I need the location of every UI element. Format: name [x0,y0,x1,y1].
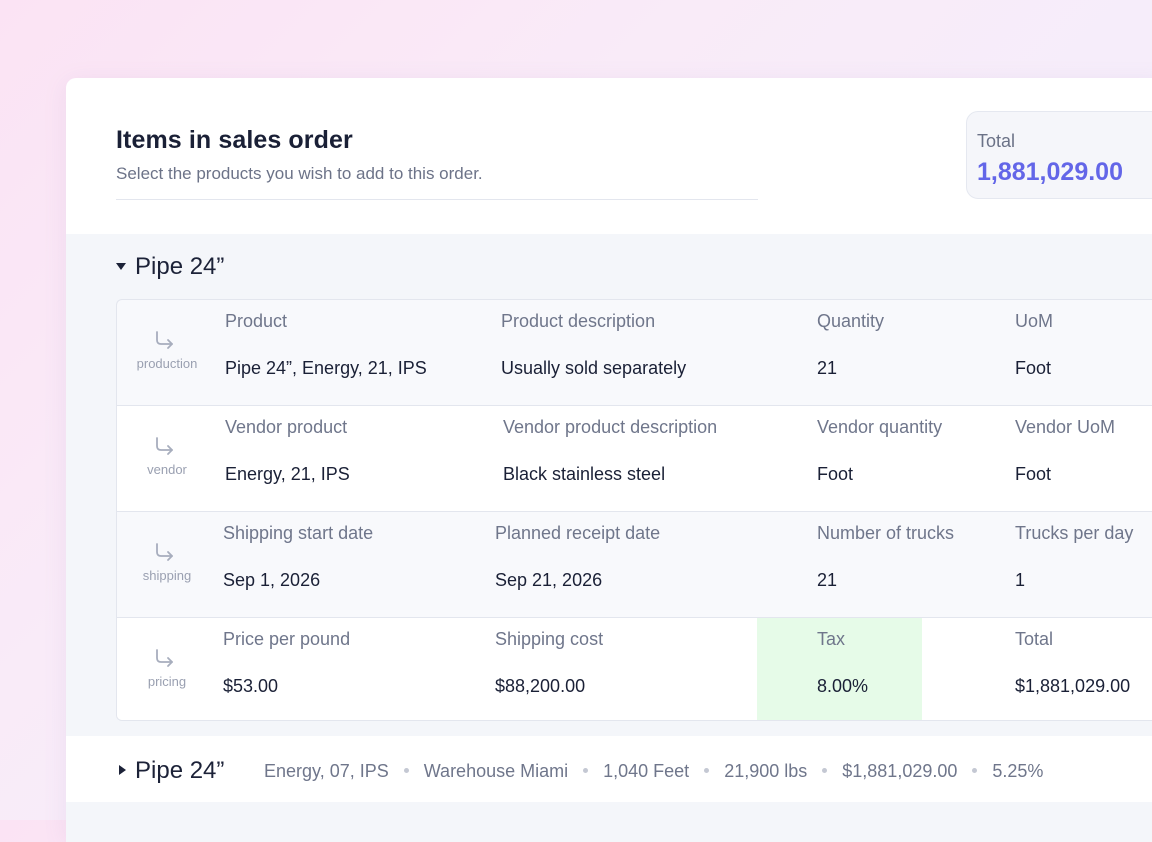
field-value: $53.00 [223,676,279,696]
item-group-expanded: Pipe 24” production Product Pipe 24”, En… [66,234,1152,736]
field-label: Number of trucks [817,523,955,543]
field-value: $1,881,029.00 [1015,676,1131,696]
field-label: Product [225,311,288,331]
field-value: Foot [817,464,854,484]
tax-cell[interactable]: Tax 8.00% [757,618,922,720]
field-value: Energy, 21, IPS [225,464,350,484]
page-subtitle: Select the products you wish to add to t… [116,164,483,183]
summary-vendor-product: Energy, 07, IPS [264,761,389,781]
separator-dot [972,768,978,774]
field-value: $88,200.00 [495,676,586,696]
field-value: 21 [817,570,838,590]
field-label: Vendor product [225,417,348,437]
summary-weight: 21,900 lbs [724,761,808,781]
header-divider [116,199,758,200]
field-value: Sep 21, 2026 [495,570,603,590]
row-tag-label: shipping [142,568,192,583]
field-label: Vendor UoM [1015,417,1116,437]
arrow-turn-down-right-icon [156,437,173,455]
detail-row-pricing: pricing Price per pound $53.00 Shipping … [117,618,1152,720]
caret-right-icon [119,765,126,775]
field-label: Product description [501,311,656,331]
detail-row-production: production Product Pipe 24”, Energy, 21,… [117,300,1152,406]
separator-dot [583,768,589,774]
order-total-label: Total [977,131,1016,151]
row-tag: production [117,300,217,404]
group-summary: Energy, 07, IPS Warehouse Miami 1,040 Feet… [264,761,1043,785]
summary-tax: 5.25% [992,761,1044,781]
field-value: 21 [817,358,838,378]
summary-quantity: 1,040 Feet [603,761,690,781]
group-title: Pipe 24” [135,253,225,280]
row-tag: pricing [117,618,217,720]
row-tag-label: vendor [147,462,187,477]
field-label: Shipping start date [223,523,374,543]
field-label: Price per pound [223,629,351,649]
field-label: Vendor quantity [817,417,943,437]
field-label: Total [1015,629,1054,649]
arrow-turn-down-right-icon [156,331,173,349]
field-label: Shipping cost [495,629,604,649]
detail-row-vendor: vendor Vendor product Energy, 21, IPS Ve… [117,406,1152,512]
field-value: 8.00% [817,676,869,696]
field-value: Foot [1015,464,1052,484]
page-title: Items in sales order [116,126,353,154]
field-label: Vendor product description [503,417,718,437]
field-value: Pipe 24”, Energy, 21, IPS [225,358,427,378]
order-total-box: Total 1,881,029.00 [966,111,1152,199]
next-group-band [66,802,1152,842]
field-label: Planned receipt date [495,523,661,543]
item-group-collapsed[interactable]: Pipe 24” Energy, 07, IPS Warehouse Miami 1… [66,738,1152,802]
summary-warehouse: Warehouse Miami [423,761,569,781]
row-tag: vendor [117,406,217,510]
arrow-turn-down-right-icon [156,649,173,667]
item-detail-table: production Product Pipe 24”, Energy, 21,… [116,299,1152,721]
separator-dot [403,768,409,774]
row-tag: shipping [117,512,217,616]
field-label: Trucks per day [1015,523,1134,543]
summary-total: $1,881,029.00 [842,761,958,781]
sales-order-card: Items in sales order Select the products… [66,78,1152,842]
row-tag-label: pricing [147,674,187,689]
field-value: 1 [1015,570,1026,590]
separator-dot [822,768,828,774]
field-label: UoM [1015,311,1054,331]
field-label: Tax [817,629,846,649]
arrow-turn-down-right-icon [156,543,173,561]
group-title: Pipe 24” [135,757,225,784]
row-tag-label: production [136,356,198,371]
field-label: Quantity [817,311,885,331]
detail-row-shipping: shipping Shipping start date Sep 1, 2026… [117,512,1152,618]
order-total-value: 1,881,029.00 [977,158,1123,186]
caret-down-icon [116,263,126,270]
field-value: Sep 1, 2026 [223,570,321,590]
separator-dot [704,768,710,774]
field-value: Foot [1015,358,1052,378]
field-value: Usually sold separately [501,358,687,378]
field-value: Black stainless steel [503,464,666,484]
